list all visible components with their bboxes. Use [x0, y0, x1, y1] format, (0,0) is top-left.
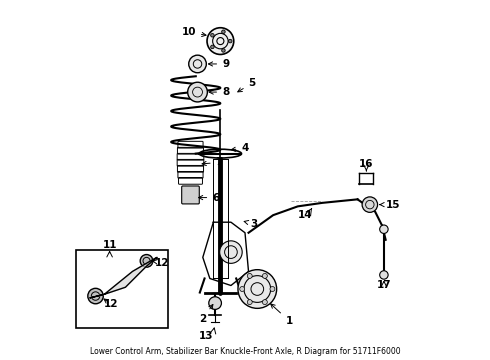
Text: 15: 15 [380, 199, 400, 210]
Circle shape [209, 297, 221, 309]
Text: 3: 3 [244, 219, 257, 229]
Text: 17: 17 [377, 280, 391, 291]
Circle shape [188, 82, 207, 102]
Circle shape [221, 49, 225, 52]
Text: 13: 13 [199, 332, 214, 342]
Circle shape [238, 270, 277, 309]
Circle shape [140, 255, 153, 267]
Circle shape [240, 287, 245, 292]
Circle shape [380, 225, 388, 233]
Text: Lower Control Arm, Stabilizer Bar Knuckle-Front Axle, R Diagram for 51711F6000: Lower Control Arm, Stabilizer Bar Knuckl… [90, 347, 400, 356]
Text: 2: 2 [199, 305, 213, 324]
Text: 14: 14 [297, 210, 312, 220]
Text: 7: 7 [202, 157, 223, 167]
Bar [76, 250, 168, 328]
Circle shape [270, 287, 275, 292]
Text: 12: 12 [152, 258, 170, 267]
Text: 4: 4 [231, 143, 249, 153]
Circle shape [263, 274, 268, 278]
Circle shape [211, 33, 214, 37]
Text: 5: 5 [238, 78, 256, 92]
Text: 12: 12 [103, 299, 118, 309]
Text: 8: 8 [209, 87, 229, 97]
Circle shape [247, 274, 252, 278]
Circle shape [263, 300, 268, 305]
Text: 6: 6 [198, 193, 220, 203]
Polygon shape [90, 257, 157, 298]
Circle shape [207, 28, 234, 54]
Text: 1: 1 [270, 304, 293, 326]
Text: 11: 11 [102, 240, 117, 250]
Circle shape [247, 300, 252, 305]
Text: 16: 16 [359, 159, 373, 169]
FancyBboxPatch shape [182, 186, 199, 204]
Circle shape [362, 197, 378, 212]
Text: 10: 10 [181, 27, 206, 37]
Circle shape [189, 55, 206, 73]
Circle shape [228, 39, 232, 43]
Circle shape [380, 271, 388, 279]
Circle shape [88, 288, 103, 304]
Circle shape [211, 45, 214, 49]
Circle shape [221, 30, 225, 33]
Text: 9: 9 [208, 59, 229, 69]
Circle shape [220, 241, 242, 264]
